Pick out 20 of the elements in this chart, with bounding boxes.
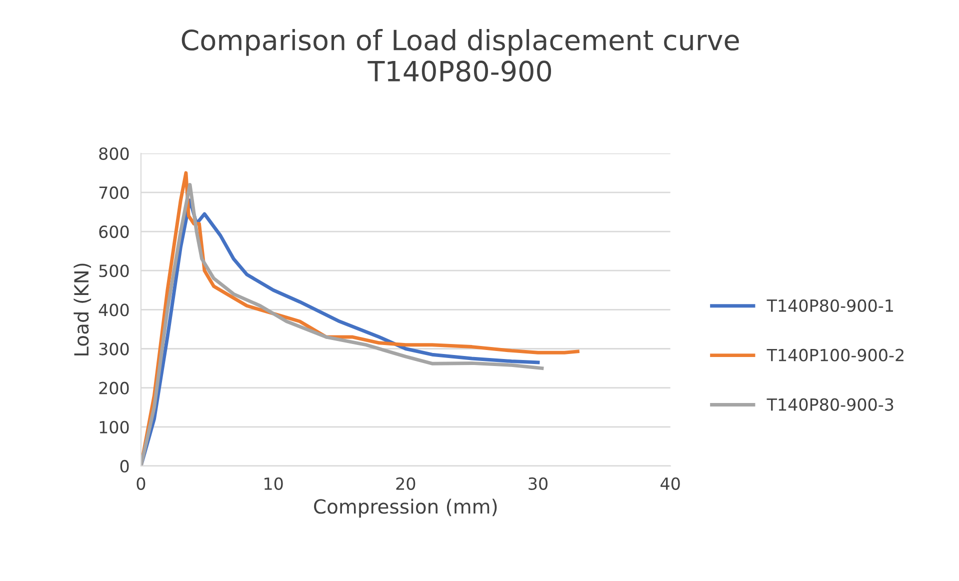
x-tick-label: 0 <box>136 477 146 490</box>
y-tick-label: 200 <box>99 382 129 394</box>
legend-label: T140P100-900-2 <box>766 348 904 362</box>
x-tick-label: 10 <box>264 477 283 490</box>
chart-title: Comparison of Load displacement curve T140P80-900 <box>182 29 739 82</box>
x-axis-title: Compression (mm) <box>314 498 497 518</box>
y-tick-label: 300 <box>99 342 129 356</box>
y-tick-label: 400 <box>98 304 129 316</box>
y-tick-label: 0 <box>120 460 129 473</box>
y-tick-label: 800 <box>99 147 129 160</box>
y-tick-label: 500 <box>99 264 129 278</box>
x-tick-label: 20 <box>396 477 416 490</box>
y-tick-label: 700 <box>99 186 129 200</box>
y-axis-title: Load (KN) <box>74 264 92 356</box>
y-tick-label: 100 <box>100 420 129 434</box>
y-tick-label: 600 <box>99 225 129 238</box>
x-tick-label: 40 <box>660 477 680 490</box>
legend-label: T140P80-900-3 <box>766 398 894 411</box>
legend-label: T140P80-900-1 <box>766 299 893 312</box>
x-tick-label: 30 <box>528 477 548 490</box>
